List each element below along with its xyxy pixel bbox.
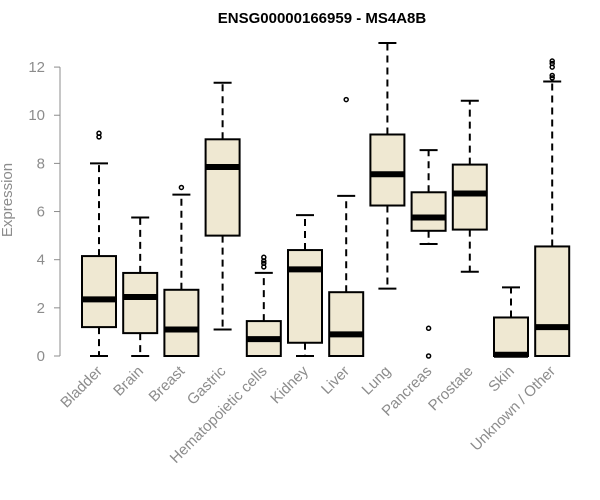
outlier-point [549,75,555,81]
box-liver [328,96,365,358]
x-category-label: Skin [485,363,518,396]
outlier-point [261,254,267,261]
box-bladder [81,130,117,357]
y-tick-label: 8 [37,155,45,172]
box-gastric [204,81,241,331]
y-axis: 0 2 4 6 8 10 12 [28,59,61,365]
iqr-box [287,249,323,344]
iqr-box [328,291,365,358]
outlier-point [549,72,555,79]
boxes-group [81,42,571,359]
box-skin [493,286,529,358]
iqr-box [204,138,241,237]
outlier-point [549,58,555,64]
iqr-box [410,191,447,232]
outlier-point [425,325,432,332]
y-tick-label: 12 [28,59,45,76]
outlier-point [343,96,349,103]
x-category-label: Prostate [425,363,477,415]
x-category-label: Kidney [267,362,312,407]
x-category-label: Breast [146,362,189,405]
box-brain [122,216,159,357]
x-category-label: Brain [110,363,147,400]
iqr-box [122,271,159,335]
box-breast [163,184,200,357]
box-unknown-other [534,58,571,357]
iqr-box [493,316,529,358]
box-hematopoietic-cells [245,254,282,358]
outlier-point [261,260,267,267]
box-kidney [287,214,323,357]
x-category-label: Liver [318,363,353,398]
y-tick-label: 0 [37,348,45,365]
chart-title: ENSG00000166959 - MS4A8B [218,10,427,27]
iqr-box [163,288,200,357]
y-tick-label: 4 [37,252,45,269]
iqr-box [81,255,117,329]
box-prostate [451,99,488,273]
x-category-label: Lung [359,363,395,399]
x-category-label: Bladder [57,363,106,412]
box-lung [369,42,406,290]
outlier-point [549,60,555,67]
y-axis-label: Expression [0,163,16,237]
y-tick-label: 2 [37,300,45,317]
outlier-point [178,184,185,191]
y-tick-label: 10 [28,107,45,124]
box-pancreas [410,149,447,359]
iqr-box [451,163,488,231]
y-tick-label: 6 [37,204,45,221]
iqr-box [369,133,406,207]
outlier-point [425,353,432,359]
iqr-box [534,245,571,357]
outlier-point [96,130,102,137]
